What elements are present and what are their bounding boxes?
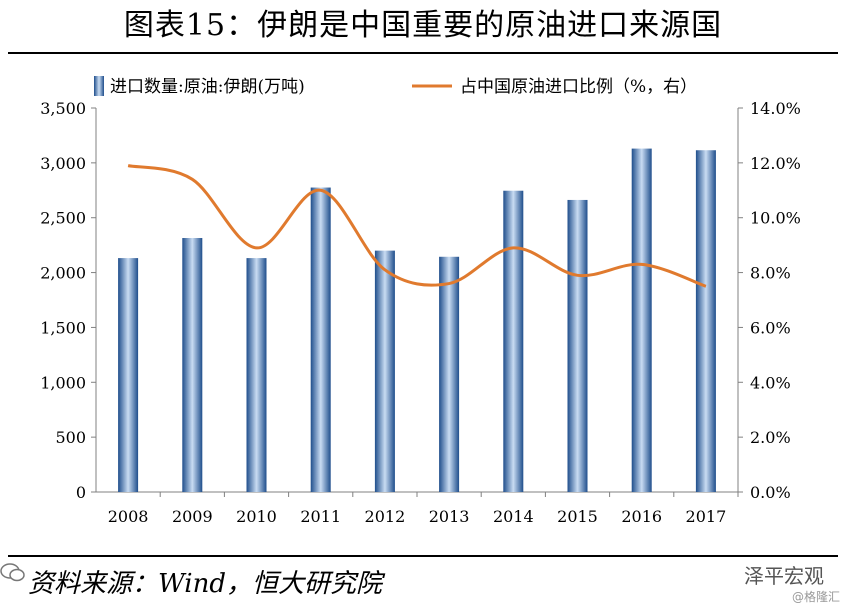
y-left-tick-label: 3,000	[40, 154, 86, 173]
y-left-tick-label: 3,500	[40, 99, 86, 118]
x-tick-label: 2014	[493, 507, 534, 526]
bar	[182, 238, 203, 492]
y-right-tick-label: 0.0%	[750, 483, 791, 502]
bar	[567, 199, 588, 493]
y-left-tick-label: 0	[76, 483, 86, 502]
chart-title: 图表15：伊朗是中国重要的原油进口来源国	[123, 8, 723, 43]
line-series	[127, 164, 707, 288]
legend-line-label: 占中国原油进口比例（%，右）	[460, 77, 697, 97]
source-note: 资料来源：Wind，恒大研究院	[28, 569, 382, 599]
y-left-tick-label: 1,000	[40, 373, 86, 392]
axes	[91, 107, 743, 497]
y-left-tick-label: 1,500	[40, 318, 86, 337]
bar	[439, 256, 460, 492]
y-right-tick-label: 4.0%	[750, 373, 791, 392]
title-divider	[8, 52, 838, 54]
tick-labels: 0 500 1,000 1,500 2,000 2,500 3,000 3,500 0.0% 2.…	[40, 99, 801, 526]
bar	[695, 150, 716, 493]
x-tick-label: 2012	[365, 507, 406, 526]
x-tick-label: 2013	[429, 507, 470, 526]
legend: 进口数量:原油:伊朗(万吨) 占中国原油进口比例（%，右）	[94, 76, 697, 97]
x-tick-label: 2010	[236, 507, 277, 526]
legend-bar-label: 进口数量:原油:伊朗(万吨)	[110, 77, 305, 97]
x-tick-label: 2009	[172, 507, 213, 526]
x-tick-label: 2017	[686, 507, 727, 526]
y-right-tick-label: 6.0%	[750, 318, 791, 337]
bar	[310, 187, 331, 493]
chart-canvas: 进口数量:原油:伊朗(万吨) 占中国原油进口比例（%，右） 0 500 1,000 1…	[40, 76, 801, 526]
y-left-tick-label: 2,500	[40, 209, 86, 228]
watermark-sub: @格隆汇	[791, 590, 840, 604]
y-right-tick-label: 2.0%	[750, 428, 791, 447]
source-divider	[8, 555, 838, 557]
x-tick-label: 2011	[300, 507, 341, 526]
bar	[503, 190, 524, 492]
y-right-tick-label: 10.0%	[750, 209, 801, 228]
x-tick-label: 2016	[621, 507, 662, 526]
x-tick-label: 2015	[557, 507, 598, 526]
y-right-tick-label: 12.0%	[750, 154, 801, 173]
wechat-icon	[0, 563, 25, 582]
bar	[631, 148, 652, 492]
bar	[118, 258, 139, 492]
y-right-tick-label: 8.0%	[750, 264, 791, 283]
y-left-tick-label: 2,000	[40, 264, 86, 283]
bar	[374, 250, 395, 492]
watermark: 泽平宏观	[744, 564, 824, 588]
bar	[246, 258, 267, 492]
ratio-line	[127, 164, 707, 288]
bar-series	[118, 148, 716, 493]
legend-bar-swatch	[94, 76, 104, 96]
y-right-tick-label: 14.0%	[750, 99, 801, 118]
x-tick-label: 2008	[108, 507, 149, 526]
y-left-tick-label: 500	[55, 428, 86, 447]
